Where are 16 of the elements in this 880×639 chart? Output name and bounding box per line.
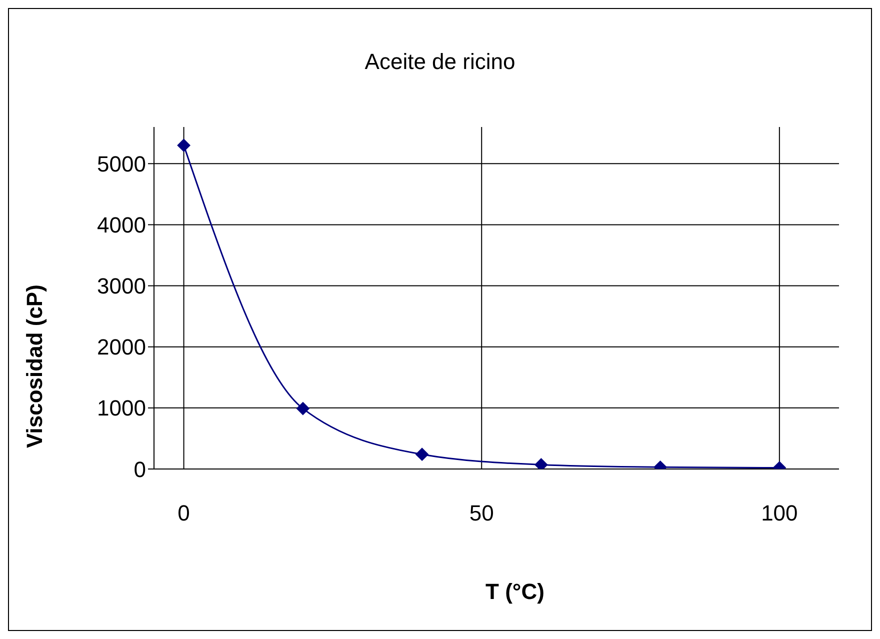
x-tick-label: 50: [469, 500, 494, 526]
y-tick-label: 2000: [97, 334, 146, 360]
point: [296, 402, 310, 416]
chart-title: Aceite de ricino: [364, 49, 516, 75]
x-axis-title: T (°C): [484, 579, 546, 605]
y-tick-label: 4000: [97, 212, 146, 238]
point: [177, 138, 190, 152]
y-tick-label: 3000: [97, 274, 146, 299]
point: [534, 458, 548, 469]
y-axis-title: Viscosidad (cP): [22, 284, 47, 448]
x-tick-label: 100: [761, 500, 798, 526]
x-tick-label: 0: [178, 500, 190, 526]
y-tick-label: 0: [134, 456, 146, 482]
y-tick-label: 5000: [97, 151, 146, 176]
y-tick-label: 1000: [97, 396, 146, 421]
point: [416, 448, 429, 461]
